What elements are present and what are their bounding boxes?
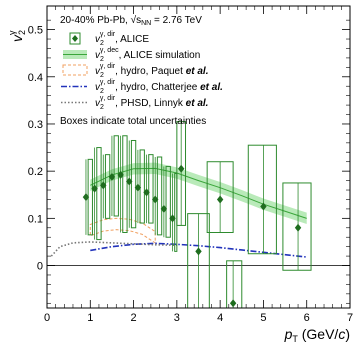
alice-point xyxy=(100,181,107,190)
alice-uncertainty-box xyxy=(247,144,277,255)
legend-paquet-box xyxy=(62,64,88,76)
legend-entry-label: v2γ, dir, ALICE xyxy=(95,31,149,47)
legend-alice-box xyxy=(69,32,81,45)
alice-point xyxy=(294,223,302,232)
alice-point xyxy=(195,247,202,256)
alice-uncertainty-box xyxy=(96,147,102,241)
y-tick-label: 0 xyxy=(37,261,43,273)
plot-frame xyxy=(46,5,351,309)
y-tick-label: 0.1 xyxy=(28,213,43,225)
alice-uncertainty-box xyxy=(122,135,128,233)
axes: 0 1 2 3 4 5 6 7 0 0.1 0.2 0.3 0.4 0.5 pT (GeV/c) v2γ xyxy=(7,5,353,344)
phsd-line xyxy=(50,241,177,257)
y-tick-label: 0.5 xyxy=(28,25,43,37)
x-tick-label: 4 xyxy=(217,312,223,324)
alice-uncertainty-box xyxy=(282,182,312,271)
paquet-band xyxy=(89,217,156,244)
alice-point xyxy=(126,177,133,186)
decay-band xyxy=(90,162,307,225)
decay-line xyxy=(90,167,307,219)
y-axis-title: v2γ xyxy=(7,30,27,42)
legend-header: 20-40% Pb-Pb, √sNN = 2.76 TeV xyxy=(60,14,202,27)
alice-point xyxy=(229,299,237,308)
alice-uncertainty-box xyxy=(226,260,243,308)
alice-uncertainty-box xyxy=(148,154,154,224)
alice-point xyxy=(134,183,142,192)
alice-point xyxy=(91,184,98,193)
alice-uncertainty-box xyxy=(104,154,111,219)
x-tick-label: 5 xyxy=(260,312,266,324)
legend-entry-label: v2γ, dec, ALICE simulation xyxy=(95,47,200,63)
x-tick-label: 6 xyxy=(304,312,310,324)
alice-uncertainty-box xyxy=(156,156,163,236)
y-tick-label: 0.4 xyxy=(28,72,43,84)
alice-point xyxy=(160,204,168,213)
alice-point xyxy=(169,214,176,223)
alice-point xyxy=(108,172,116,181)
y-tick-label: 0.2 xyxy=(28,166,43,178)
x-axis-title: pT (GeV/c) xyxy=(284,326,350,344)
alice-uncertainty-box xyxy=(139,149,145,224)
alice-point xyxy=(152,195,159,204)
legend-entry-label: v2γ, dir, hydro, Chatterjee et al. xyxy=(95,79,223,95)
alice-point xyxy=(260,202,267,211)
x-tick-label: 0 xyxy=(44,312,50,324)
x-tick-label: 7 xyxy=(347,312,353,324)
alice-point xyxy=(143,188,150,197)
x-tick-label: 1 xyxy=(87,312,93,324)
y-tick-label: 0.3 xyxy=(28,119,43,131)
legend-alice-marker xyxy=(72,35,78,42)
alice-point xyxy=(177,164,185,173)
alice-uncertainty-box xyxy=(165,165,171,238)
legend-entry-label: v2γ, dir, PHSD, Linnyk et al. xyxy=(95,95,208,111)
legend-entry-label: v2γ, dir, hydro, Paquet et al. xyxy=(95,63,208,79)
alice-uncertainty-box xyxy=(130,139,137,229)
alice-point xyxy=(216,195,224,204)
x-tick-label: 2 xyxy=(131,312,137,324)
x-tick-label: 3 xyxy=(174,312,180,324)
alice-point xyxy=(82,193,90,202)
series-layer xyxy=(50,121,312,308)
legend: 20-40% Pb-Pb, √sNN = 2.76 TeV v2γ, dir, A… xyxy=(60,14,223,127)
alice-point xyxy=(117,170,124,179)
legend-note: Boxes indicate total uncertainties xyxy=(60,116,206,127)
